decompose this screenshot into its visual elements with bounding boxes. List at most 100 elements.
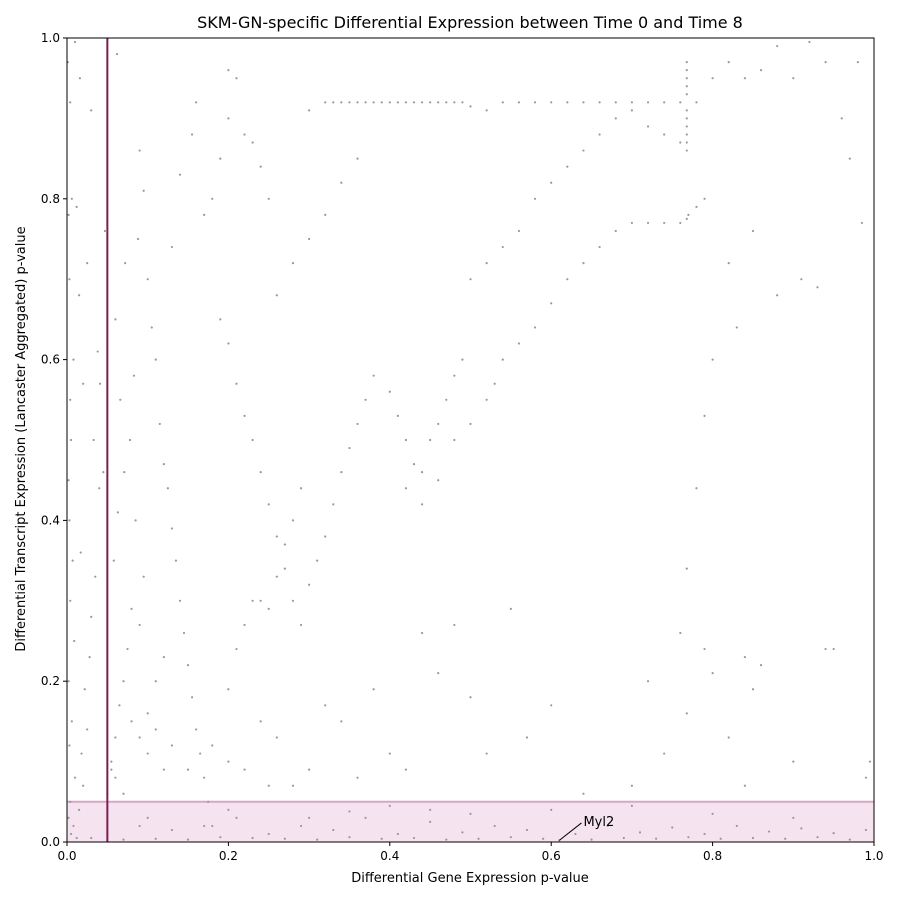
data-point bbox=[396, 414, 399, 417]
data-point bbox=[154, 837, 157, 840]
data-point bbox=[67, 816, 70, 819]
data-point bbox=[388, 804, 391, 807]
data-point bbox=[533, 101, 537, 104]
data-point bbox=[219, 157, 222, 160]
annotation-myl2: Myl2 bbox=[583, 815, 614, 830]
data-point bbox=[630, 221, 634, 225]
data-point bbox=[685, 149, 688, 152]
data-point bbox=[493, 824, 496, 828]
data-point bbox=[324, 213, 327, 216]
data-point bbox=[146, 752, 149, 755]
data-point bbox=[469, 422, 472, 426]
data-point bbox=[150, 326, 153, 329]
data-point bbox=[154, 680, 157, 683]
data-point bbox=[70, 720, 73, 723]
data-point bbox=[114, 776, 117, 779]
data-point bbox=[364, 101, 367, 104]
data-point bbox=[146, 278, 149, 281]
data-point bbox=[582, 149, 585, 152]
data-point bbox=[122, 680, 125, 683]
data-point bbox=[868, 760, 872, 763]
data-point bbox=[685, 69, 688, 72]
data-point bbox=[136, 237, 140, 241]
data-point bbox=[685, 117, 688, 120]
data-point bbox=[207, 800, 210, 803]
data-point bbox=[703, 832, 706, 836]
data-point bbox=[501, 101, 504, 104]
data-point bbox=[743, 77, 746, 80]
data-point bbox=[291, 519, 295, 522]
data-point bbox=[598, 245, 601, 249]
data-point bbox=[420, 101, 424, 104]
data-point bbox=[685, 125, 688, 128]
data-point bbox=[816, 286, 819, 289]
data-point bbox=[90, 836, 93, 840]
data-point bbox=[170, 245, 174, 249]
data-point bbox=[103, 229, 107, 233]
data-point bbox=[445, 838, 448, 841]
data-point bbox=[655, 837, 658, 840]
data-point bbox=[461, 831, 464, 834]
data-point bbox=[275, 575, 278, 578]
threshold-band bbox=[67, 801, 874, 842]
data-point bbox=[695, 487, 698, 490]
data-point bbox=[461, 358, 464, 361]
data-point bbox=[96, 350, 99, 353]
data-point bbox=[622, 836, 625, 840]
data-point bbox=[832, 647, 835, 651]
data-point bbox=[776, 294, 779, 297]
data-point bbox=[130, 607, 133, 610]
data-point bbox=[485, 109, 488, 112]
data-point bbox=[832, 832, 835, 835]
data-point bbox=[251, 599, 254, 602]
data-point bbox=[372, 374, 375, 377]
data-point bbox=[735, 326, 738, 329]
data-point bbox=[142, 189, 145, 192]
data-point bbox=[646, 680, 650, 683]
data-point bbox=[550, 181, 553, 184]
data-point bbox=[517, 342, 521, 345]
data-point bbox=[138, 623, 141, 627]
data-point bbox=[146, 712, 149, 715]
x-axis-ticks: 0.0 0.2 0.4 0.6 0.8 1.0 bbox=[57, 842, 884, 863]
data-point bbox=[80, 752, 83, 755]
data-point bbox=[703, 197, 706, 200]
data-point bbox=[146, 816, 149, 819]
data-point bbox=[203, 824, 206, 828]
annotation-arrow bbox=[558, 822, 582, 841]
data-point bbox=[598, 133, 601, 136]
data-point bbox=[630, 804, 634, 807]
data-point bbox=[848, 157, 851, 160]
data-point bbox=[67, 680, 70, 683]
data-point bbox=[219, 836, 222, 839]
data-point bbox=[485, 398, 488, 401]
data-point bbox=[134, 519, 137, 522]
data-point bbox=[170, 828, 174, 832]
data-point bbox=[437, 479, 440, 482]
data-point bbox=[299, 487, 303, 490]
data-point bbox=[453, 374, 456, 377]
data-point bbox=[517, 229, 521, 233]
data-point bbox=[88, 655, 91, 659]
data-point bbox=[348, 101, 351, 104]
data-point bbox=[112, 559, 115, 562]
x-tick-label: 0.4 bbox=[380, 849, 399, 863]
data-point bbox=[356, 422, 359, 426]
data-point bbox=[67, 213, 70, 216]
data-point bbox=[685, 85, 688, 88]
data-point bbox=[396, 832, 399, 836]
data-point bbox=[308, 109, 311, 112]
data-point bbox=[356, 157, 359, 160]
data-point bbox=[299, 824, 303, 828]
data-point bbox=[800, 827, 803, 830]
data-point bbox=[70, 197, 73, 200]
data-point bbox=[453, 101, 456, 104]
data-point bbox=[332, 828, 335, 832]
data-point bbox=[566, 278, 569, 281]
data-point bbox=[860, 221, 863, 225]
data-point bbox=[110, 768, 113, 771]
data-point bbox=[227, 688, 230, 691]
plot-frame bbox=[66, 37, 875, 843]
data-point bbox=[78, 808, 81, 811]
